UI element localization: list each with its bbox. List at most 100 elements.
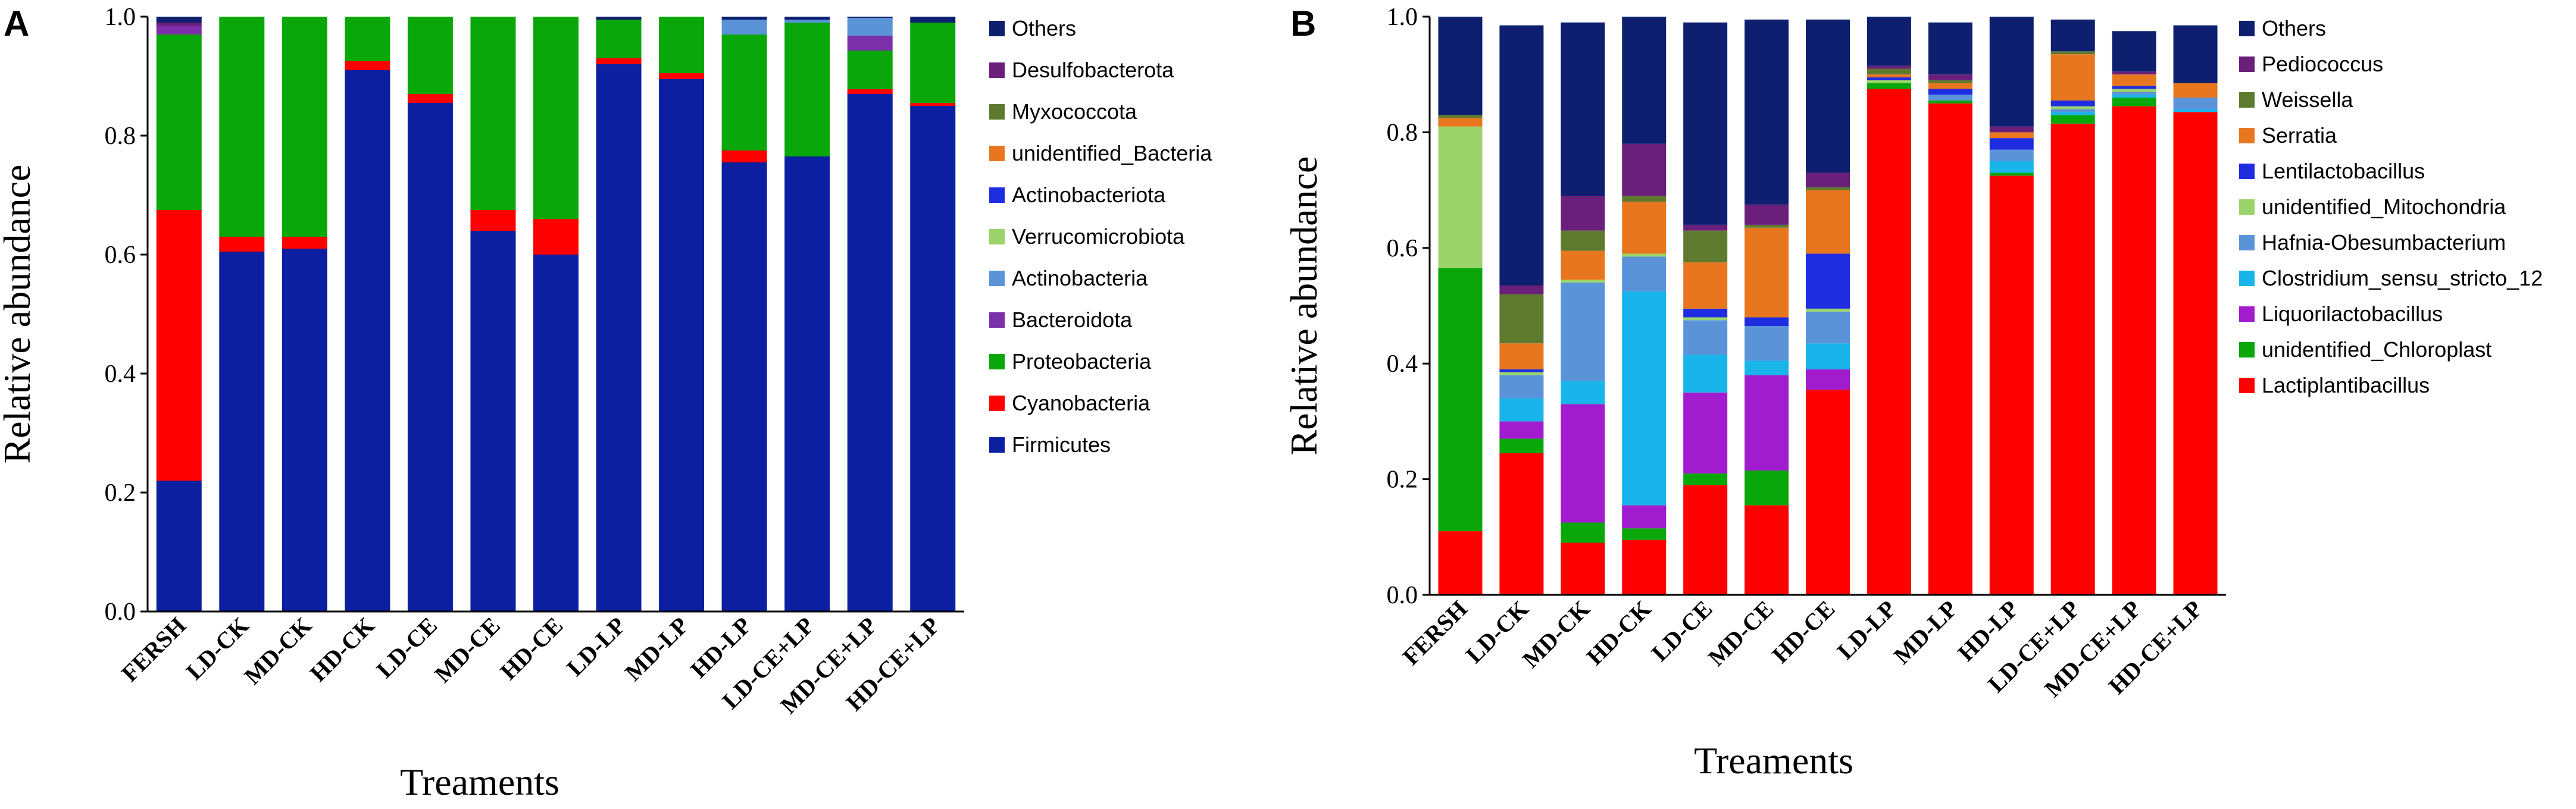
bar-segment	[1806, 311, 1850, 344]
x-tick-label: MD-LP	[620, 612, 694, 686]
bar-segment	[2050, 100, 2095, 106]
legend-label: Lactiplantibacillus	[2262, 373, 2430, 397]
bar-segment	[1683, 485, 1728, 595]
bar-stack	[1989, 17, 2034, 595]
bar-segment	[1622, 505, 1667, 529]
bar-segment	[407, 103, 453, 612]
bar-segment	[1622, 143, 1667, 196]
legend-swatch	[989, 437, 1005, 453]
bar-segment	[1561, 381, 1605, 404]
legend-label: Proteobacteria	[1012, 349, 1152, 374]
bar-segment	[1561, 404, 1605, 523]
bar-segment	[1989, 161, 2034, 173]
y-axis-title: Relative abundance	[0, 165, 38, 464]
bar-stack	[721, 17, 767, 612]
bar-segment	[1499, 25, 1544, 286]
x-tick-label: HD-CK	[1581, 595, 1656, 670]
bar-segment	[847, 94, 893, 612]
bar-segment	[282, 249, 327, 612]
y-tick-label: 0.8	[105, 123, 136, 150]
bar-segment	[1499, 453, 1544, 595]
legend: Others Desulfobacterota Myxococcota unident…	[989, 16, 1212, 457]
bar-segment	[1928, 80, 1972, 83]
x-tick-label: MD-CK	[239, 612, 317, 690]
bar-segment	[2112, 71, 2156, 75]
bar-stack	[1499, 25, 1544, 595]
bar-segment	[156, 481, 202, 612]
legend-label: unidentified_Bacteria	[1012, 141, 1212, 165]
x-tick-label: HD-CE	[495, 612, 568, 685]
bar-segment	[1499, 294, 1544, 344]
bar-segment	[2112, 89, 2156, 92]
bar-segment	[1683, 308, 1728, 318]
bar-segment	[1928, 89, 1972, 95]
bar-segment	[533, 255, 579, 612]
bar-segment	[156, 23, 202, 26]
legend-label: Clostridium_sensu_stricto_12	[2262, 266, 2543, 290]
bar-segment	[1683, 317, 1728, 321]
legend-label: Others	[1012, 16, 1076, 40]
bar-segment	[1561, 22, 1605, 196]
chart-panel-a: AFERSHLD-CKMD-CKHD-CKLD-CEMD-CEHD-CELD-L…	[0, 4, 1212, 803]
bar-segment	[1806, 173, 1850, 187]
bar-segment	[1806, 253, 1850, 309]
bar-segment	[721, 162, 767, 612]
bar-segment	[1622, 540, 1667, 595]
bar-stack	[470, 17, 516, 612]
legend-label: Bacteroidota	[1012, 308, 1133, 332]
legend: Others Pediococcus Weissella Serratia Lentil…	[2239, 16, 2543, 397]
bar-segment	[1499, 369, 1544, 372]
bar-segment	[1499, 421, 1544, 439]
bar-segment	[2112, 98, 2156, 106]
bar-segment	[1745, 375, 1789, 471]
bar-segment	[470, 210, 516, 231]
bar-segment	[1928, 100, 1972, 104]
bar-segment	[1438, 115, 1483, 118]
bar-segment	[910, 23, 956, 103]
bar-segment	[1989, 17, 2034, 127]
bar-stack	[1561, 22, 1605, 595]
bar-segment	[1806, 343, 1850, 369]
bar-segment	[407, 17, 453, 94]
legend-swatch	[2239, 128, 2255, 143]
y-tick-label: 1.0	[105, 4, 136, 31]
legend-label: Weissella	[2262, 87, 2353, 112]
bar-stack	[345, 17, 390, 612]
bar-segment	[596, 64, 642, 612]
bar-segment	[1745, 224, 1789, 228]
x-tick-label: LD-LP	[561, 612, 631, 682]
bar-segment	[1683, 473, 1728, 485]
x-tick-label: MD-CE	[429, 612, 505, 688]
bar-segment	[1683, 22, 1728, 225]
bar-segment	[533, 219, 579, 255]
bar-segment	[1683, 224, 1728, 231]
bar-segment	[407, 94, 453, 103]
legend-swatch	[989, 146, 1005, 161]
bar-segment	[1745, 326, 1789, 361]
legend-label: Liquorilactobacillus	[2262, 302, 2443, 326]
bar-segment	[1745, 360, 1789, 375]
bar-stack	[156, 17, 202, 612]
y-tick-label: 0.2	[1387, 466, 1418, 494]
bar-segment	[1806, 369, 1850, 390]
bar-segment	[156, 26, 202, 35]
legend-swatch	[2239, 306, 2255, 322]
bar-segment	[659, 73, 705, 79]
bar-segment	[910, 103, 956, 106]
bar-segment	[470, 231, 516, 612]
bar-segment	[2050, 54, 2095, 101]
bar-segment	[1438, 268, 1483, 532]
x-tick-label: HD-CE	[1767, 595, 1840, 669]
bar-segment	[1928, 83, 1972, 89]
bar-segment	[219, 17, 265, 237]
bar-segment	[1806, 308, 1850, 312]
bar-stack	[910, 17, 956, 612]
x-tick-label: HD-CK	[305, 612, 380, 687]
bar-segment	[1745, 505, 1789, 595]
bar-segment	[2050, 112, 2095, 115]
bar-segment	[2112, 95, 2156, 98]
legend-swatch	[2239, 199, 2255, 215]
bar-segment	[156, 210, 202, 481]
bar-segment	[721, 35, 767, 150]
bar-stack	[282, 17, 327, 612]
